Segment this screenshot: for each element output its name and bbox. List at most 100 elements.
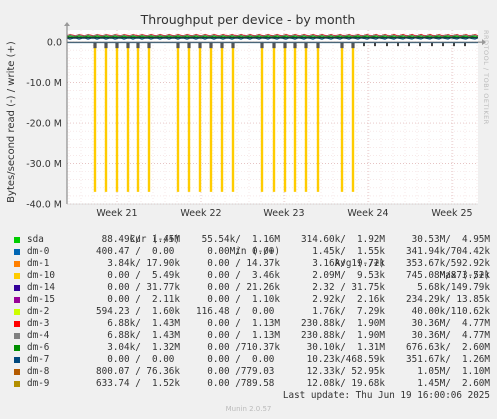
legend-min: 0.00 / 0.00 bbox=[207, 354, 280, 365]
spike-top bbox=[231, 42, 235, 49]
notch bbox=[419, 42, 421, 47]
legend-max: 30.53M/ 4.95M bbox=[411, 234, 490, 245]
axes: 0.0 -10.0 M -20.0 M -30.0 M -40.0 M Week 21 We… bbox=[26, 22, 486, 219]
legend-header-row: Cur (-/+) Min (-/+) Avg (-/+) Max (-/+) bbox=[14, 222, 490, 281]
series-line-dm-4 bbox=[66, 34, 479, 37]
legend-cur: 594.23 / 1.60k bbox=[96, 306, 180, 317]
legend-row: dm-0 400.47 / 0.00 0.00 / 0.00 1.45k/ 1.5… bbox=[14, 246, 490, 258]
x-tick-label: Week 25 bbox=[431, 208, 472, 219]
spike-top bbox=[198, 42, 202, 49]
spike-bar bbox=[316, 42, 320, 192]
legend-avg: 2.32 / 31.75k bbox=[312, 282, 385, 293]
legend-series-name: dm-0 bbox=[27, 246, 50, 257]
legend-row: dm-6 3.04k/ 1.32M 0.00 /710.37k 30.10k/ 1.3… bbox=[14, 342, 490, 354]
legend-row: dm-9 633.74 / 1.52k 0.00 /789.58 12.08k/ 1… bbox=[14, 378, 490, 390]
legend-swatch bbox=[14, 237, 20, 243]
y-axis-arrow bbox=[64, 22, 70, 26]
legend-min: 0.00 / 1.13M bbox=[207, 318, 280, 329]
legend-avg: 2.92k/ 2.16k bbox=[312, 294, 385, 305]
spike-top bbox=[272, 42, 276, 49]
spike-top bbox=[147, 42, 151, 49]
x-tick-label: Week 21 bbox=[96, 208, 137, 219]
legend-cur: 633.74 / 1.52k bbox=[96, 378, 180, 389]
legend-min: 0.00 / 21.26k bbox=[207, 282, 280, 293]
plot-area bbox=[67, 30, 478, 204]
spike-bar bbox=[209, 42, 213, 192]
legend-max: 1.45M/ 2.60M bbox=[417, 378, 490, 389]
spike-bar bbox=[304, 42, 308, 192]
spike-bar bbox=[351, 42, 355, 192]
spike-bar bbox=[126, 42, 130, 192]
legend-cur: 3.04k/ 1.32M bbox=[107, 342, 180, 353]
legend-series-name: dm-1 bbox=[27, 258, 50, 269]
y-tick-label: -20.0 M bbox=[26, 119, 62, 130]
legend-swatch bbox=[14, 345, 20, 351]
x-tick-label: Week 22 bbox=[180, 208, 221, 219]
legend-series-name: dm-4 bbox=[27, 330, 50, 341]
legend-max: 676.63k/ 2.60M bbox=[406, 342, 490, 353]
legend-series-name: dm-9 bbox=[27, 378, 50, 389]
legend-cur: 800.07 / 76.36k bbox=[96, 366, 180, 377]
spike-top bbox=[304, 42, 308, 49]
legend-header-cur: Cur (-/+) bbox=[129, 234, 180, 245]
spike-top bbox=[209, 42, 213, 49]
y-tick-label: -30.0 M bbox=[26, 159, 62, 170]
spike-bar bbox=[115, 42, 119, 192]
legend-min: 0.00 / 14.37k bbox=[207, 258, 280, 269]
legend-row: dm-1 3.84k/ 17.90k 0.00 / 14.37k 3.16k/ 19.… bbox=[14, 258, 490, 270]
legend-row: dm-14 0.00 / 31.77k 0.00 / 21.26k 2.32 / 31… bbox=[14, 282, 490, 294]
spike-top bbox=[351, 42, 355, 49]
legend-swatch bbox=[14, 297, 20, 303]
chart-title: Throughput per device - by month bbox=[140, 12, 356, 27]
legend-min: 0.00 / 1.13M bbox=[207, 330, 280, 341]
legend-avg: 230.88k/ 1.90M bbox=[301, 318, 385, 329]
spike-bar bbox=[231, 42, 235, 192]
spike-bar bbox=[272, 42, 276, 192]
notch bbox=[442, 42, 444, 47]
x-tick-label: Week 24 bbox=[347, 208, 388, 219]
legend-row: dm-8 800.07 / 76.36k 0.00 /779.03 12.33k/ … bbox=[14, 366, 490, 378]
legend-series-name: dm-15 bbox=[27, 294, 55, 305]
legend-series-name: dm-14 bbox=[27, 282, 55, 293]
y-tick-label: 0.0 bbox=[47, 38, 62, 49]
legend-avg: 10.23k/468.59k bbox=[306, 354, 385, 365]
spike-top bbox=[136, 42, 140, 49]
series-marks bbox=[66, 33, 479, 192]
legend-series-name: dm-10 bbox=[27, 270, 55, 281]
legend-max: 353.67k/592.92k bbox=[406, 258, 490, 269]
spike-bar bbox=[176, 42, 180, 192]
legend-series-name: dm-8 bbox=[27, 366, 50, 377]
legend-row: dm-7 0.00 / 0.00 0.00 / 0.00 10.23k/468.5… bbox=[14, 354, 490, 366]
last-update: Last update: Thu Jun 19 16:00:06 2025 bbox=[282, 390, 490, 401]
legend-series-name: dm-2 bbox=[27, 306, 50, 317]
legend-max: 5.68k/149.79k bbox=[417, 282, 490, 293]
legend-swatch bbox=[14, 381, 20, 387]
spike-top bbox=[293, 42, 297, 49]
spike-bar bbox=[136, 42, 140, 192]
legend-rows: sda 88.49k/ 1.45M 55.54k/ 1.16M 314.60k/ 1.… bbox=[14, 234, 490, 390]
notch bbox=[374, 42, 376, 47]
legend-cur: 400.47 / 0.00 bbox=[96, 246, 180, 257]
spike-bar bbox=[293, 42, 297, 192]
legend-max: 341.94k/704.42k bbox=[406, 246, 490, 257]
x-axis-arrow bbox=[482, 39, 486, 46]
spike-bar bbox=[220, 42, 224, 192]
legend-avg: 12.33k/ 52.95k bbox=[306, 366, 385, 377]
munin-version: Munin 2.0.57 bbox=[225, 405, 272, 413]
legend-max: 30.36M/ 4.77M bbox=[411, 318, 490, 329]
legend-row: dm-15 0.00 / 2.11k 0.00 / 1.10k 2.92k/ 2.16… bbox=[14, 294, 490, 306]
legend-max: 234.29k/ 13.85k bbox=[406, 294, 490, 305]
legend-swatch bbox=[14, 333, 20, 339]
spike-bar bbox=[93, 42, 97, 192]
spike-top bbox=[260, 42, 264, 49]
spike-top bbox=[283, 42, 287, 49]
legend-cur: 0.00 / 5.49k bbox=[107, 270, 180, 281]
legend-series-name: dm-3 bbox=[27, 318, 50, 329]
notch bbox=[464, 42, 466, 47]
spike-top bbox=[115, 42, 119, 49]
x-tick-label: Week 23 bbox=[263, 208, 304, 219]
spike-top bbox=[104, 42, 108, 49]
legend-avg: 230.88k/ 1.90M bbox=[301, 330, 385, 341]
spike-top bbox=[187, 42, 191, 49]
